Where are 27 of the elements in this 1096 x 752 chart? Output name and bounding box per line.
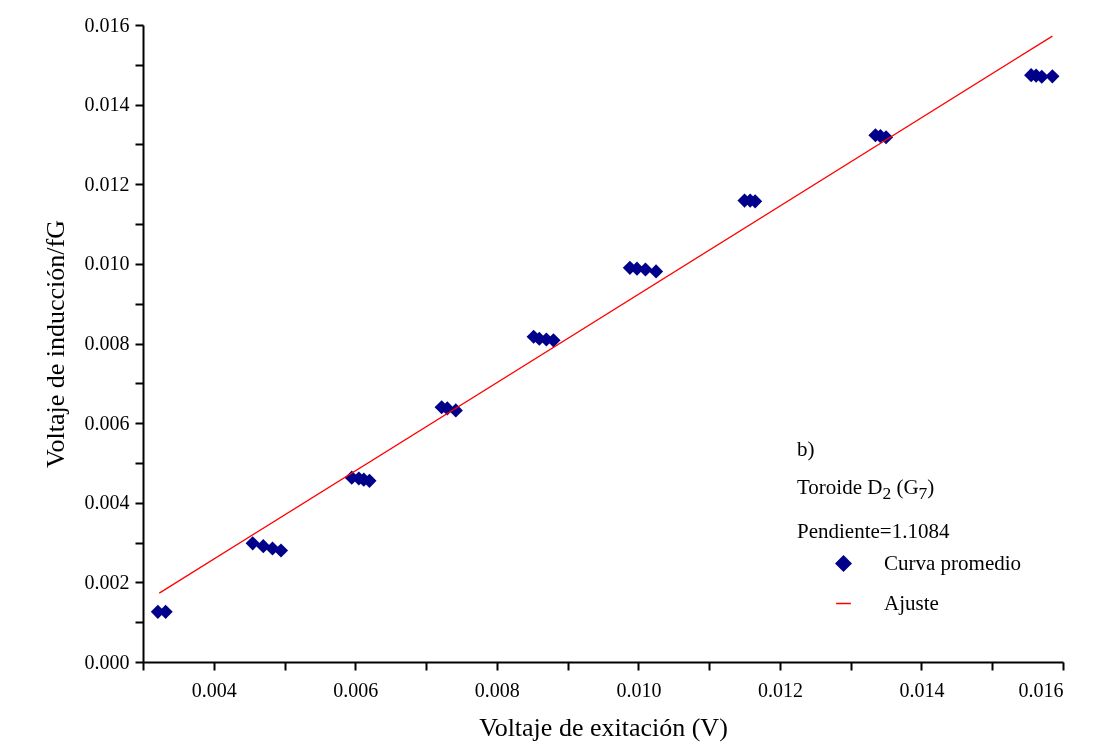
annotation: Toroide D$_{2}$ (G$_{7}$) <box>797 474 936 506</box>
y-tick-label: 0.010 <box>84 252 130 275</box>
annotation: Pendiente=1.1084 <box>797 518 950 546</box>
point <box>1045 69 1060 84</box>
x-tick-label: 0.016 <box>1018 678 1064 701</box>
legend-label: Ajuste <box>884 590 939 615</box>
y-tick-label: 0.004 <box>84 491 130 514</box>
x-axis-title: Voltaje de exitación (V) <box>479 712 728 742</box>
x-tick-label: 0.006 <box>333 678 379 701</box>
legend-label: Curva promedio <box>884 550 1022 575</box>
y-axis-title: Voltaje de inducción/fG <box>40 220 70 468</box>
y-tick-label: 0.000 <box>84 650 130 673</box>
x-tick-label: 0.010 <box>616 678 662 701</box>
y-tick-label: 0.016 <box>84 13 130 36</box>
y-tick-label: 0.002 <box>84 570 130 593</box>
point <box>649 264 664 279</box>
point <box>273 543 289 558</box>
x-tick-label: 0.008 <box>474 678 520 701</box>
annotation: b) <box>797 436 816 463</box>
y-tick-label: 0.006 <box>84 411 130 434</box>
y-tick-label: 0.008 <box>84 332 130 354</box>
x-tick-label: 0.012 <box>757 678 803 701</box>
x-tick-label: 0.014 <box>899 678 945 701</box>
point <box>245 536 260 551</box>
y-tick-label: 0.012 <box>84 172 130 195</box>
y-tick-label: 0.014 <box>84 93 130 116</box>
x-tick-label: 0.004 <box>191 678 237 701</box>
